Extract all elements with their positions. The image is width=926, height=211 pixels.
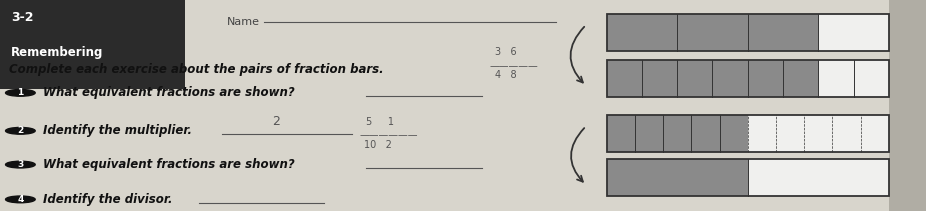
Bar — [677, 60, 712, 97]
Bar — [607, 60, 642, 97]
Circle shape — [6, 127, 35, 134]
Bar — [642, 60, 677, 97]
Text: ——————: —————— — [359, 130, 418, 140]
Bar — [804, 115, 832, 152]
Bar — [832, 115, 861, 152]
Text: Complete each exercise about the pairs of fraction bars.: Complete each exercise about the pairs o… — [9, 63, 384, 76]
Text: 1: 1 — [18, 88, 23, 97]
Bar — [748, 14, 819, 51]
Text: 5     1: 5 1 — [366, 117, 394, 127]
Bar — [663, 115, 691, 152]
Bar — [720, 115, 748, 152]
Text: —————: ————— — [490, 61, 539, 71]
Bar — [783, 60, 819, 97]
Bar — [889, 0, 926, 211]
Text: 10   2: 10 2 — [364, 140, 392, 150]
Text: Name: Name — [227, 17, 260, 27]
Text: Identify the multiplier.: Identify the multiplier. — [43, 124, 192, 137]
Bar — [861, 115, 889, 152]
Text: 4   8: 4 8 — [495, 70, 517, 80]
Text: 2: 2 — [18, 126, 23, 135]
Text: Identify the divisor.: Identify the divisor. — [43, 193, 172, 206]
Bar — [0, 0, 185, 89]
Circle shape — [6, 89, 35, 96]
Text: 3   6: 3 6 — [495, 47, 517, 57]
Bar — [607, 159, 747, 196]
Bar — [819, 14, 889, 51]
Bar — [635, 115, 663, 152]
Bar — [748, 159, 889, 196]
Bar — [607, 60, 889, 97]
Bar — [607, 14, 889, 51]
Bar — [854, 60, 889, 97]
Bar — [748, 115, 776, 152]
Text: 3-2: 3-2 — [11, 11, 33, 24]
Text: 3: 3 — [18, 160, 23, 169]
Bar — [677, 14, 748, 51]
Bar — [819, 60, 854, 97]
Bar — [691, 115, 720, 152]
Bar — [776, 115, 804, 152]
Bar — [607, 14, 677, 51]
Bar — [712, 60, 748, 97]
Bar — [607, 115, 635, 152]
Bar — [607, 115, 889, 152]
Circle shape — [6, 161, 35, 168]
Text: 4: 4 — [18, 195, 23, 204]
Text: 2: 2 — [272, 115, 280, 128]
Text: What equivalent fractions are shown?: What equivalent fractions are shown? — [43, 86, 294, 99]
Bar — [748, 60, 783, 97]
Text: Remembering: Remembering — [11, 46, 104, 60]
Text: What equivalent fractions are shown?: What equivalent fractions are shown? — [43, 158, 294, 171]
Circle shape — [6, 196, 35, 203]
Bar — [607, 159, 889, 196]
